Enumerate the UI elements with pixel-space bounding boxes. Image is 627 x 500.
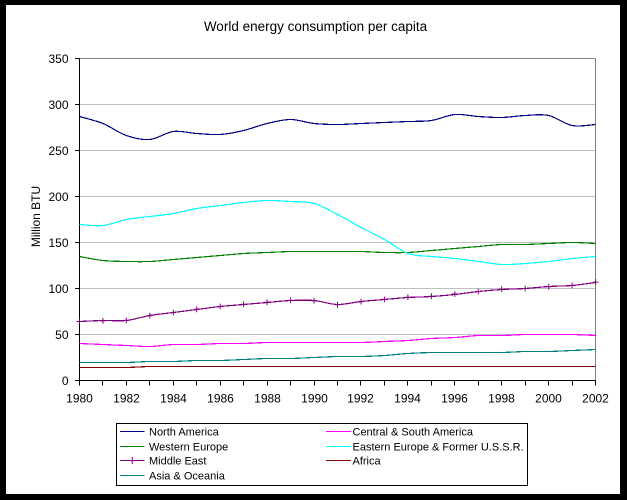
svg-text:1996: 1996 — [441, 392, 468, 406]
svg-text:1998: 1998 — [488, 392, 515, 406]
svg-text:0: 0 — [62, 374, 69, 388]
svg-text:50: 50 — [55, 328, 69, 342]
svg-text:350: 350 — [48, 52, 68, 66]
svg-text:Middle East: Middle East — [149, 455, 206, 467]
svg-text:250: 250 — [48, 144, 68, 158]
svg-text:Africa: Africa — [353, 455, 382, 467]
svg-text:1982: 1982 — [113, 392, 140, 406]
svg-text:North America: North America — [149, 426, 220, 438]
svg-text:Million BTU: Million BTU — [29, 186, 43, 247]
svg-text:Eastern Europe & Former U.S.S.: Eastern Europe & Former U.S.S.R. — [353, 441, 524, 453]
svg-text:1980: 1980 — [66, 392, 93, 406]
svg-text:1994: 1994 — [394, 392, 421, 406]
svg-text:1992: 1992 — [347, 392, 374, 406]
svg-text:2000: 2000 — [535, 392, 562, 406]
svg-text:300: 300 — [48, 98, 68, 112]
svg-text:150: 150 — [48, 236, 68, 250]
svg-text:200: 200 — [48, 190, 68, 204]
svg-text:World energy consumption per c: World energy consumption per capita — [204, 19, 428, 34]
svg-text:1986: 1986 — [207, 392, 234, 406]
svg-text:1988: 1988 — [254, 392, 281, 406]
svg-text:100: 100 — [48, 282, 68, 296]
svg-text:Central & South America: Central & South America — [353, 426, 474, 438]
svg-text:Asia & Oceania: Asia & Oceania — [149, 470, 226, 482]
svg-text:1984: 1984 — [160, 392, 187, 406]
svg-text:Western Europe: Western Europe — [149, 441, 228, 453]
svg-text:2002: 2002 — [582, 392, 609, 406]
svg-text:1990: 1990 — [301, 392, 328, 406]
